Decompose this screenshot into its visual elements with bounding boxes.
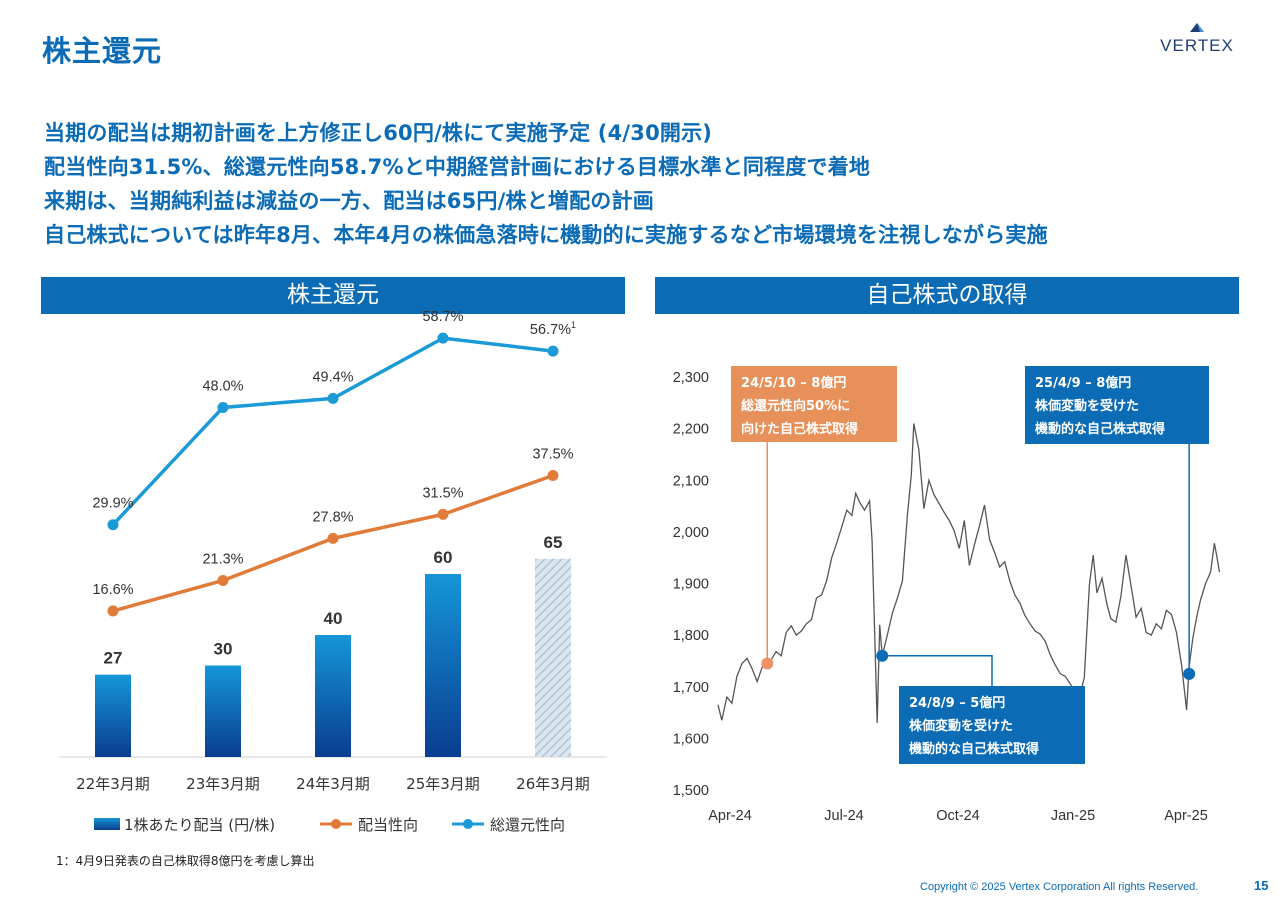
buyback-callout: 24/8/9 – 5億円 株価変動を受けた機動的な自己株式取得 — [899, 686, 1085, 764]
dividend-bar — [425, 574, 461, 757]
callout-line: 向けた自己株式取得 — [741, 422, 859, 437]
dividend-bar-label: 27 — [104, 649, 123, 668]
total-return-ratio-label: 29.9% — [92, 496, 133, 512]
x-tick-label: Oct-24 — [936, 808, 980, 824]
category-tick-label: 24年3月期 — [296, 775, 370, 793]
y-tick-label: 1,800 — [673, 628, 709, 644]
logo-text: VERTEX — [1160, 36, 1234, 55]
shareholder-return-chart: 27 22年3月期 30 23年3月期 40 24年3月期 60 25年3月期 65 26年3月期… — [59, 309, 607, 834]
payout-ratio-label: 37.5% — [532, 447, 573, 463]
total-return-ratio-point — [327, 392, 339, 404]
y-tick-label: 1,500 — [673, 783, 709, 799]
category-tick-label: 26年3月期 — [516, 775, 590, 793]
callout-line: 株価変動を受けた — [909, 719, 1014, 734]
dividend-bar — [315, 635, 351, 757]
payout-ratio-point — [217, 574, 229, 586]
y-tick-label: 1,900 — [673, 577, 709, 593]
x-tick-label: Jan-25 — [1051, 808, 1095, 824]
dividend-bar — [205, 665, 241, 757]
payout-ratio-label: 21.3% — [202, 551, 243, 567]
payout-ratio-point — [547, 470, 559, 481]
buyback-callout: 24/5/10 – 8億円 総還元性向50%に 向けた自己株式取得 — [731, 366, 897, 442]
section-header-shareholder-return: 株主還元 — [41, 277, 625, 314]
payout-ratio-label: 16.6% — [92, 582, 133, 598]
total-return-ratio-point — [547, 345, 559, 357]
payout-ratio-point — [327, 532, 339, 544]
legend-label: 配当性向 — [358, 816, 418, 834]
total-return-ratio-label: 48.0% — [202, 378, 243, 394]
page-title: 株主還元 — [42, 34, 163, 68]
total-return-ratio-label: 56.7%1 — [530, 320, 576, 338]
key-message: 来期は、当期純利益は減益の一方、配当は65円/株と増配の計画 — [44, 189, 654, 213]
dividend-bar — [95, 674, 131, 757]
x-tick-label: Apr-24 — [708, 808, 752, 824]
category-tick-label: 25年3月期 — [406, 775, 480, 793]
legend-label: 総還元性向 — [490, 816, 565, 834]
section-header-treasury-stock: 自己株式の取得 — [655, 277, 1239, 314]
stock-price-line — [717, 423, 1221, 723]
payout-ratio-point — [437, 508, 449, 520]
dividend-bar-label: 65 — [544, 533, 563, 552]
total-return-ratio-label-superscript: 1 — [571, 320, 576, 330]
y-tick-label: 1,700 — [673, 680, 709, 696]
y-tick-label: 2,100 — [673, 473, 709, 489]
page-number: 15 — [1254, 878, 1269, 893]
total-return-ratio-point — [107, 519, 119, 531]
logo-triangle-icon — [1190, 23, 1204, 32]
buyback-marker — [761, 657, 774, 670]
key-message: 自己株式については昨年8月、本年4月の株価急落時に機動的に実施するなど市場環境を… — [44, 223, 1048, 247]
y-tick-label: 2,000 — [673, 525, 709, 541]
footnote: 1：4月9日発表の自己株取得8億円を考慮し算出 — [56, 854, 315, 868]
y-tick-label: 2,200 — [673, 422, 709, 438]
y-tick-label: 1,600 — [673, 731, 709, 747]
x-tick-label: Apr-25 — [1164, 808, 1208, 824]
payout-ratio-label: 31.5% — [422, 485, 463, 501]
buyback-callout: 25/4/9 – 8億円 株価変動を受けた機動的な自己株式取得 — [1025, 366, 1209, 444]
total-return-ratio-label: 58.7% — [422, 309, 463, 325]
dividend-bar — [535, 558, 571, 757]
dividend-bar-label: 40 — [324, 609, 343, 628]
key-message: 配当性向31.5%、総還元性向58.7%と中期経営計画における目標水準と同程度で… — [44, 155, 871, 179]
legend-label: 1株あたり配当 (円/株) — [124, 816, 275, 834]
callout-line: 機動的な自己株式取得 — [909, 742, 1040, 757]
callout-connector — [882, 655, 993, 686]
category-tick-label: 23年3月期 — [186, 775, 260, 793]
category-tick-label: 22年3月期 — [76, 775, 150, 793]
total-return-ratio-label: 49.4% — [312, 369, 353, 385]
payout-ratio-label: 27.8% — [312, 509, 353, 525]
legend-marker — [331, 819, 341, 829]
callout-line: 機動的な自己株式取得 — [1035, 422, 1166, 437]
buyback-marker — [876, 649, 889, 662]
legend-marker — [463, 819, 473, 829]
callout-line: 24/8/9 – 5億円 — [909, 696, 1006, 711]
y-tick-label: 2,300 — [673, 370, 709, 386]
callout-line: 総還元性向50%に — [741, 399, 851, 414]
callout-line: 24/5/10 – 8億円 — [741, 376, 847, 391]
dividend-bar-label: 30 — [214, 640, 233, 659]
key-message: 当期の配当は期初計画を上方修正し60円/株にて実施予定 (4/30開示) — [44, 121, 713, 145]
key-messages: 当期の配当は期初計画を上方修正し60円/株にて実施予定 (4/30開示) 配当性… — [44, 116, 1048, 252]
copyright: Copyright © 2025 Vertex Corporation All … — [920, 881, 1199, 893]
dividend-bar-label: 60 — [434, 548, 453, 567]
total-return-ratio-line — [111, 336, 554, 526]
total-return-ratio-point — [437, 332, 449, 344]
callout-line: 25/4/9 – 8億円 — [1035, 376, 1132, 391]
stock-price-chart: 1,500 1,600 1,700 1,800 1,900 2,000 2,100 2,200… — [673, 370, 1221, 824]
legend-bar-swatch — [94, 818, 120, 830]
buyback-marker — [1183, 667, 1196, 680]
vertex-logo: VERTEX — [1146, 22, 1248, 56]
x-tick-label: Jul-24 — [824, 808, 864, 824]
total-return-ratio-point — [217, 401, 229, 413]
payout-ratio-point — [107, 605, 119, 617]
callout-line: 株価変動を受けた — [1035, 399, 1140, 414]
